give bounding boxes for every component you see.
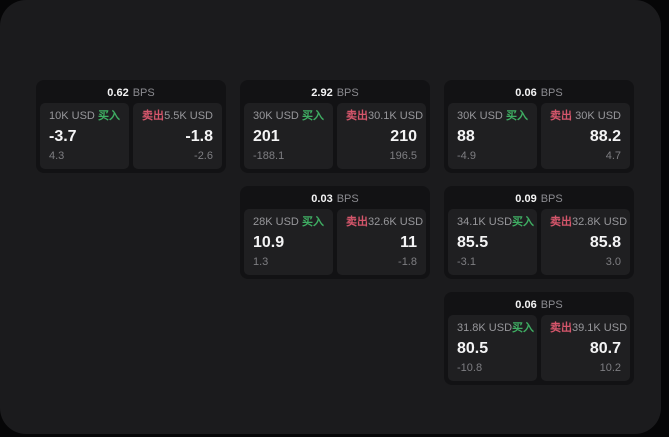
buy-amount: 30K USD (457, 110, 503, 122)
buy-pane[interactable]: 30K USD 买入 201 -188.1 (244, 103, 333, 169)
bps-unit: BPS (540, 299, 563, 311)
bps-unit: BPS (336, 87, 359, 99)
bps-value: 0.09 (515, 193, 537, 205)
bps-unit: BPS (336, 193, 359, 205)
bps-value: 0.62 (107, 87, 129, 99)
buy-side-label: 买入 (512, 322, 535, 334)
bps-value: 2.92 (311, 87, 333, 99)
buy-pane[interactable]: 30K USD 买入 88 -4.9 (448, 103, 537, 169)
sell-side-label: 卖出 (550, 322, 572, 334)
sell-side-label: 卖出 (550, 216, 572, 228)
sell-side-label: 卖出 (346, 216, 368, 228)
sell-amount: 32.8K USD (572, 216, 628, 228)
quote-card: 0.03 BPS 28K USD 买入 10.9 1.3 卖出 (240, 186, 430, 279)
sell-side-label: 卖出 (142, 110, 164, 122)
sell-pane[interactable]: 卖出 30.1K USD 210 196.5 (337, 103, 426, 169)
bps-value: 0.06 (515, 299, 537, 311)
sell-amount: 30K USD (575, 110, 621, 122)
sell-price: 11 (400, 233, 417, 251)
sell-price: 88.2 (589, 127, 621, 145)
sell-amount: 39.1K USD (572, 322, 628, 334)
sell-price: 80.7 (589, 339, 621, 357)
quote-panes: 30K USD 买入 201 -188.1 卖出 30.1K USD 210 1… (244, 103, 426, 169)
quote-panes: 30K USD 买入 88 -4.9 卖出 30K USD 88.2 4.7 (448, 103, 630, 169)
bps-unit: BPS (540, 87, 563, 99)
buy-price: 88 (457, 127, 475, 145)
buy-delta: 4.3 (49, 150, 65, 162)
sell-amount: 32.6K USD (368, 216, 424, 228)
quote-card: 0.06 BPS 31.8K USD 买入 80.5 -10.8 卖 (444, 292, 634, 385)
buy-price: -3.7 (49, 127, 77, 145)
buy-pane[interactable]: 10K USD 买入 -3.7 4.3 (40, 103, 129, 169)
buy-side-label: 买入 (506, 110, 528, 122)
sell-delta: -2.6 (194, 150, 213, 162)
sell-pane[interactable]: 卖出 32.6K USD 11 -1.8 (337, 209, 426, 275)
quote-card: 2.92 BPS 30K USD 买入 201 -188.1 卖出 (240, 80, 430, 173)
quote-panes: 10K USD 买入 -3.7 4.3 卖出 5.5K USD -1.8 -2.… (40, 103, 222, 169)
buy-amount: 31.8K USD (457, 322, 513, 334)
buy-amount: 34.1K USD (457, 216, 513, 228)
buy-side-label: 买入 (512, 216, 535, 228)
quote-panes: 28K USD 买入 10.9 1.3 卖出 32.6K USD 11 -1.8 (244, 209, 426, 275)
sell-delta: 196.5 (389, 150, 417, 162)
sell-pane[interactable]: 卖出 32.8K USD 85.8 3.0 (541, 209, 630, 275)
quote-panes: 34.1K USD 买入 85.5 -3.1 卖出 32.8K USD 85.8… (448, 209, 630, 275)
bps-header: 0.09 BPS (448, 190, 630, 209)
bps-header: 0.06 BPS (448, 296, 630, 315)
sell-pane[interactable]: 卖出 39.1K USD 80.7 10.2 (541, 315, 630, 381)
buy-pane[interactable]: 31.8K USD 买入 80.5 -10.8 (448, 315, 537, 381)
buy-price: 80.5 (457, 339, 489, 357)
bps-header: 0.03 BPS (244, 190, 426, 209)
quote-card: 0.62 BPS 10K USD 买入 -3.7 4.3 卖出 (36, 80, 226, 173)
buy-delta: -10.8 (457, 362, 483, 374)
sell-price: -1.8 (185, 127, 213, 145)
sell-side-label: 卖出 (346, 110, 368, 122)
sell-price: 210 (390, 127, 417, 145)
buy-pane[interactable]: 34.1K USD 买入 85.5 -3.1 (448, 209, 537, 275)
bps-header: 2.92 BPS (244, 84, 426, 103)
bps-value: 0.06 (515, 87, 537, 99)
buy-delta: -188.1 (253, 150, 285, 162)
buy-side-label: 买入 (302, 216, 324, 228)
sell-amount: 30.1K USD (368, 110, 424, 122)
sell-pane[interactable]: 卖出 30K USD 88.2 4.7 (541, 103, 630, 169)
buy-amount: 30K USD (253, 110, 299, 122)
quote-card: 0.09 BPS 34.1K USD 买入 85.5 -3.1 卖出 (444, 186, 634, 279)
buy-delta: -4.9 (457, 150, 476, 162)
sell-delta: 3.0 (605, 256, 621, 268)
buy-price: 85.5 (457, 233, 489, 251)
bps-header: 0.06 BPS (448, 84, 630, 103)
buy-pane[interactable]: 28K USD 买入 10.9 1.3 (244, 209, 333, 275)
buy-amount: 28K USD (253, 216, 299, 228)
sell-delta: 10.2 (599, 362, 621, 374)
buy-price: 201 (253, 127, 280, 145)
buy-delta: 1.3 (253, 256, 269, 268)
buy-amount: 10K USD (49, 110, 95, 122)
bps-header: 0.62 BPS (40, 84, 222, 103)
buy-price: 10.9 (253, 233, 285, 251)
sell-amount: 5.5K USD (164, 110, 213, 122)
bps-value: 0.03 (311, 193, 333, 205)
sell-delta: -1.8 (398, 256, 417, 268)
buy-delta: -3.1 (457, 256, 476, 268)
bps-unit: BPS (132, 87, 155, 99)
quote-card-grid: 0.62 BPS 10K USD 买入 -3.7 4.3 卖出 (36, 80, 634, 385)
buy-side-label: 买入 (302, 110, 324, 122)
sell-side-label: 卖出 (550, 110, 572, 122)
bps-unit: BPS (540, 193, 563, 205)
quote-card: 0.06 BPS 30K USD 买入 88 -4.9 卖出 (444, 80, 634, 173)
buy-side-label: 买入 (98, 110, 120, 122)
sell-price: 85.8 (589, 233, 621, 251)
quote-panes: 31.8K USD 买入 80.5 -10.8 卖出 39.1K USD 80.… (448, 315, 630, 381)
sell-delta: 4.7 (605, 150, 621, 162)
sell-pane[interactable]: 卖出 5.5K USD -1.8 -2.6 (133, 103, 222, 169)
